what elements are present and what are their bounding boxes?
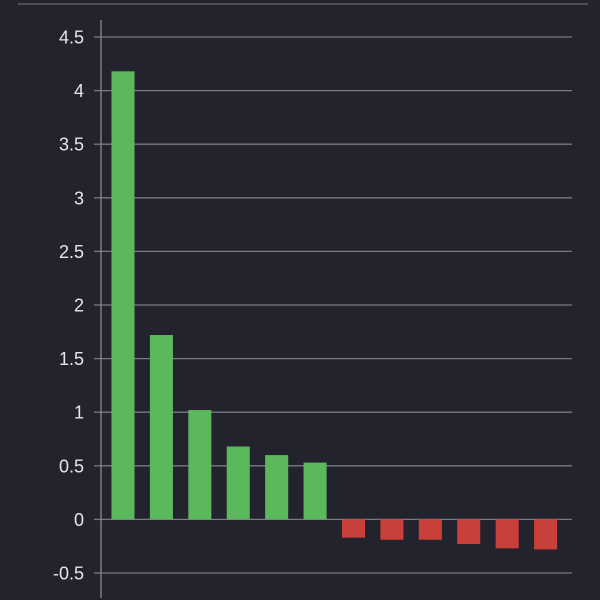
y-tick-label: 0 <box>74 510 84 530</box>
y-axis-ticks <box>94 36 101 574</box>
bar-negative <box>380 519 404 540</box>
y-tick-label: 1 <box>74 403 84 423</box>
bar-negative <box>418 519 442 540</box>
y-tick-label: 4 <box>74 81 84 101</box>
bar-positive <box>226 446 250 520</box>
bar-positive <box>188 410 212 520</box>
top-divider <box>18 3 588 5</box>
bars <box>111 71 558 550</box>
y-tick-label: 1.5 <box>59 349 84 369</box>
y-tick-label: -0.5 <box>53 564 84 584</box>
y-tick-label: 0.5 <box>59 456 84 476</box>
bar-positive <box>265 455 289 520</box>
bar-negative <box>457 519 481 545</box>
y-tick-label: 3.5 <box>59 135 84 155</box>
y-tick-label: 4.5 <box>59 28 84 48</box>
gridlines <box>101 36 572 574</box>
y-tick-label: 2.5 <box>59 242 84 262</box>
bar-negative <box>341 519 366 538</box>
bar-positive <box>303 462 327 520</box>
bar-negative <box>534 519 558 550</box>
y-axis-tick-labels: -0.5 0 0.5 1 1.5 2 2.5 3 3.5 4 4.5 <box>53 28 84 584</box>
y-tick-label: 3 <box>74 188 84 208</box>
y-tick-label: 2 <box>74 296 84 316</box>
bar-positive <box>111 71 135 520</box>
bar-positive <box>149 335 173 520</box>
bar-negative <box>495 519 519 549</box>
